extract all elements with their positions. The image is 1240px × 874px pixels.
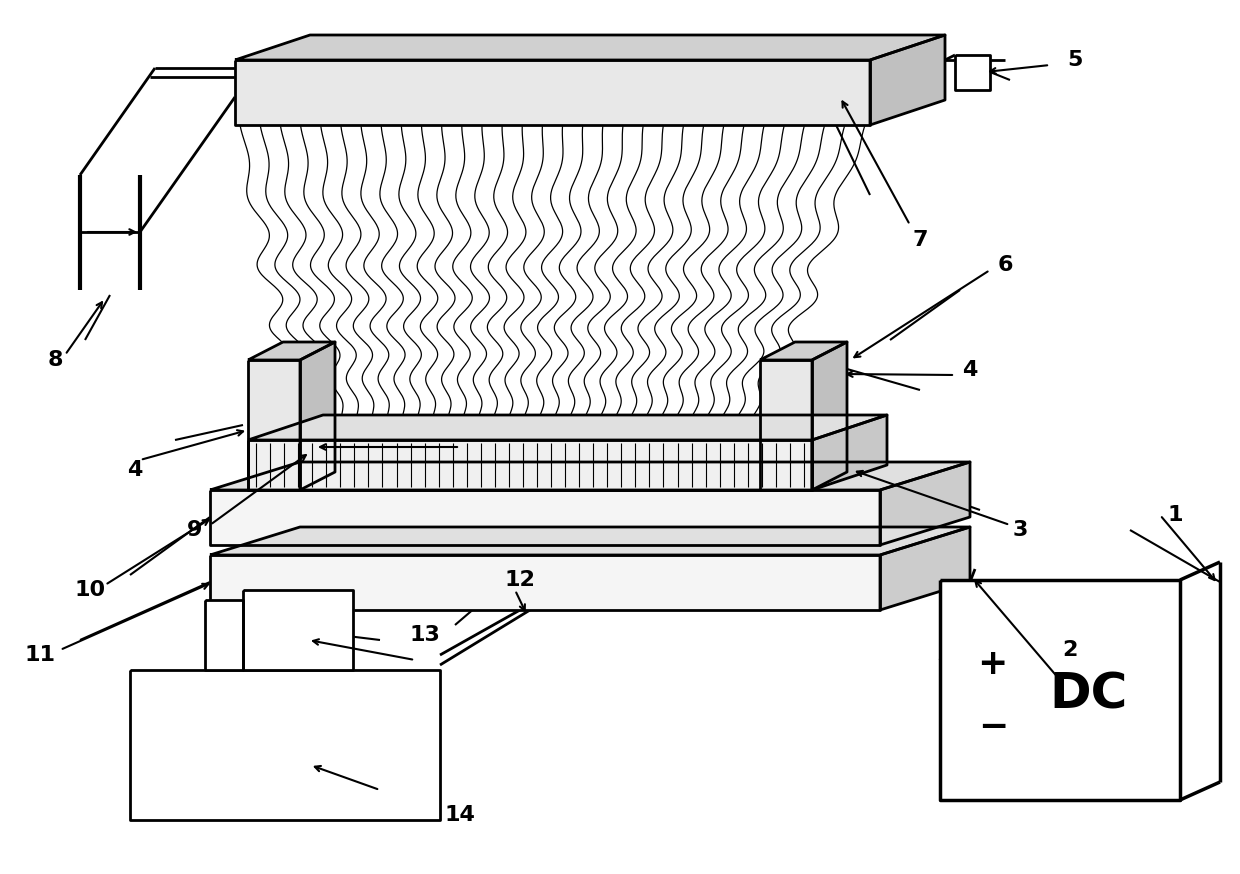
Polygon shape xyxy=(210,555,880,610)
Polygon shape xyxy=(300,342,335,490)
Text: 4: 4 xyxy=(128,460,143,480)
Polygon shape xyxy=(236,60,870,125)
Text: 2: 2 xyxy=(1063,640,1078,660)
Polygon shape xyxy=(880,462,970,545)
Text: 3: 3 xyxy=(1012,520,1028,540)
Polygon shape xyxy=(880,527,970,610)
Text: −: − xyxy=(977,711,1008,745)
Polygon shape xyxy=(248,415,887,440)
Text: 14: 14 xyxy=(445,805,475,825)
Polygon shape xyxy=(760,360,812,490)
Polygon shape xyxy=(210,462,970,490)
Text: 13: 13 xyxy=(409,625,440,645)
Text: +: + xyxy=(977,647,1008,681)
Polygon shape xyxy=(248,342,335,360)
Text: 9: 9 xyxy=(187,520,202,540)
Text: 4: 4 xyxy=(962,360,977,380)
Polygon shape xyxy=(236,35,945,60)
Polygon shape xyxy=(940,580,1180,800)
Polygon shape xyxy=(130,670,440,820)
Polygon shape xyxy=(205,600,243,670)
Polygon shape xyxy=(210,490,880,545)
Text: 10: 10 xyxy=(74,580,105,600)
Polygon shape xyxy=(248,360,300,490)
Polygon shape xyxy=(210,527,970,555)
Polygon shape xyxy=(248,440,812,490)
Text: DC: DC xyxy=(1049,670,1128,718)
Text: 8: 8 xyxy=(47,350,63,370)
Polygon shape xyxy=(870,35,945,125)
Polygon shape xyxy=(955,55,990,90)
Text: 11: 11 xyxy=(25,645,56,665)
Text: 1: 1 xyxy=(1167,505,1183,525)
Text: 6: 6 xyxy=(997,255,1013,275)
Polygon shape xyxy=(760,342,847,360)
Polygon shape xyxy=(812,415,887,490)
Text: 12: 12 xyxy=(505,570,536,590)
Polygon shape xyxy=(243,590,353,670)
Text: 7: 7 xyxy=(913,230,928,250)
Text: 5: 5 xyxy=(1068,50,1083,70)
Polygon shape xyxy=(812,342,847,490)
